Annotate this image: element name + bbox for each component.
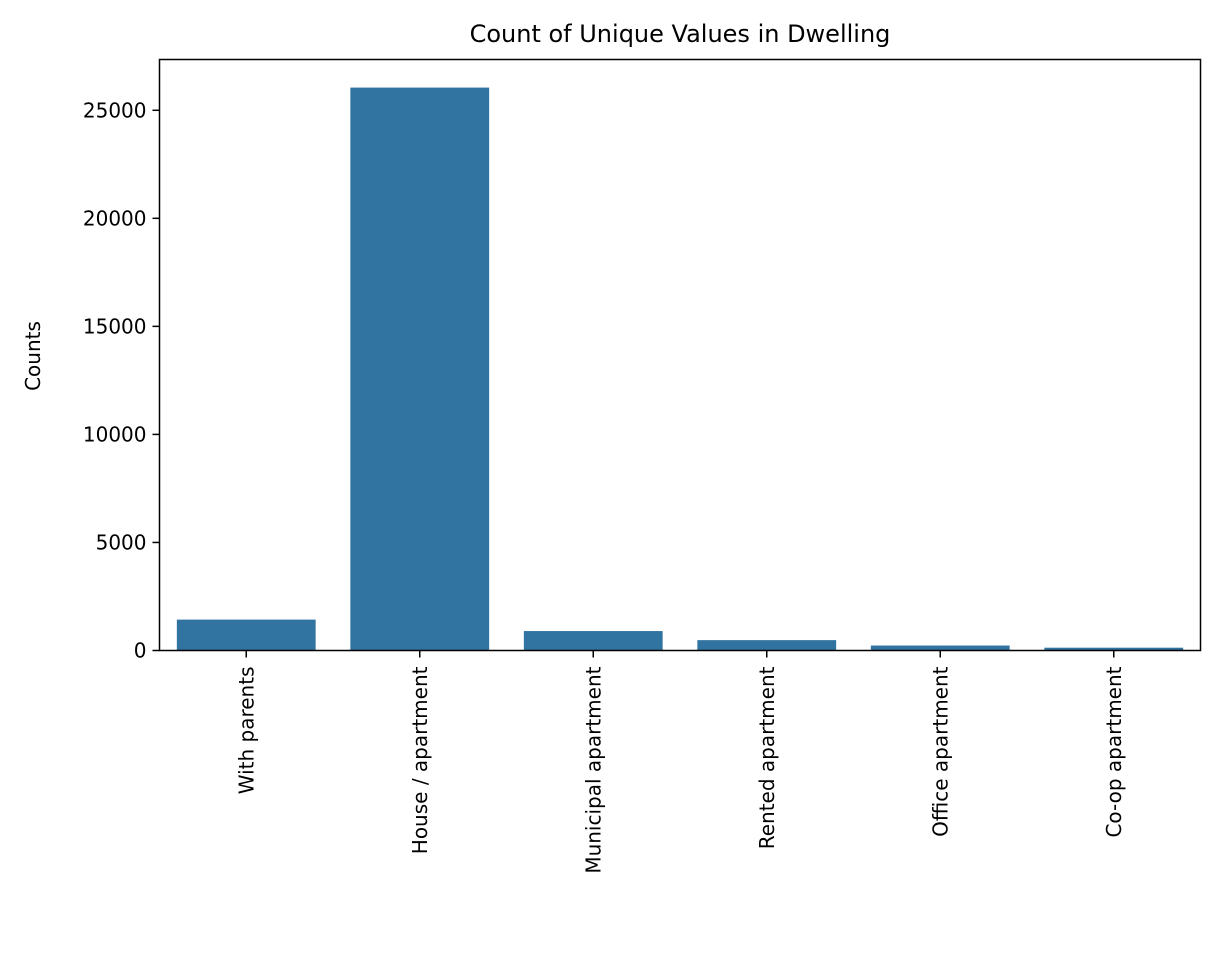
y-tick-label: 5000 bbox=[96, 530, 147, 554]
x-tick-label: House / apartment bbox=[408, 666, 432, 854]
bar bbox=[523, 631, 663, 651]
x-tick-label: With parents bbox=[234, 667, 258, 795]
bar bbox=[176, 619, 316, 651]
y-axis-label: Counts bbox=[21, 321, 45, 391]
y-tick-label: 15000 bbox=[83, 314, 147, 338]
y-tick-label: 0 bbox=[134, 639, 147, 663]
y-tick-label: 25000 bbox=[83, 98, 147, 122]
y-tick-label: 10000 bbox=[83, 422, 147, 446]
y-tick-label: 20000 bbox=[83, 206, 147, 230]
bar bbox=[1044, 647, 1184, 651]
chart-title: Count of Unique Values in Dwelling bbox=[470, 20, 891, 48]
x-tick-label: Municipal apartment bbox=[581, 666, 605, 873]
bar bbox=[697, 640, 837, 651]
x-axis-ticks: With parents House / apartment Municipal a… bbox=[234, 650, 1126, 874]
x-tick-label: Rented apartment bbox=[755, 666, 779, 849]
y-axis-ticks: 0 5000 10000 15000 20000 25000 bbox=[83, 98, 160, 663]
bar bbox=[350, 87, 490, 651]
x-tick-label: Co-op apartment bbox=[1102, 666, 1126, 837]
plot-frame bbox=[158, 58, 1202, 652]
bar bbox=[870, 645, 1010, 651]
bars-group bbox=[176, 87, 1184, 651]
x-tick-label: Office apartment bbox=[928, 666, 952, 836]
